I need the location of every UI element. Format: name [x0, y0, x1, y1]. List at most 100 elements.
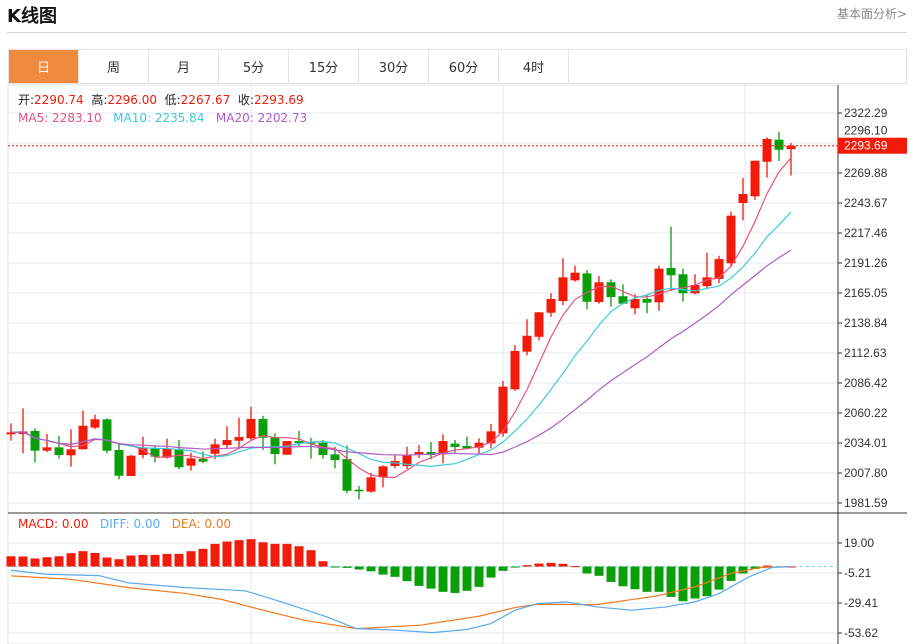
macd-bar — [462, 566, 472, 591]
candle-body — [18, 431, 28, 434]
macd-bar — [474, 566, 484, 587]
macd-bar — [702, 566, 712, 597]
candle-body — [378, 466, 388, 478]
candle-body — [630, 299, 640, 309]
candle — [762, 137, 772, 178]
tab-0[interactable]: 日 — [9, 50, 79, 83]
candle-body — [174, 448, 184, 468]
candle-body — [606, 282, 616, 298]
macd-bar — [6, 556, 16, 567]
candle-body — [66, 449, 76, 456]
diff-line — [10, 565, 792, 634]
price-tick-label: 2165.05 — [844, 286, 888, 300]
candle-body — [330, 454, 340, 461]
candle-body — [366, 477, 376, 492]
ma20-value: MA20: 2202.73 — [215, 111, 308, 125]
macd-bar — [486, 566, 496, 578]
candle-body — [642, 299, 652, 303]
macd-bar — [210, 543, 220, 567]
macd-bar — [654, 566, 664, 592]
macd-bar — [258, 542, 268, 567]
candle — [642, 294, 652, 314]
candle-body — [294, 441, 304, 444]
candle — [726, 211, 736, 268]
macd-bar — [306, 550, 316, 567]
candle-body — [486, 431, 496, 444]
candle-body — [762, 138, 772, 162]
candle — [702, 252, 712, 290]
open-label: 开: — [18, 93, 35, 107]
price-tick-label: 2034.01 — [844, 436, 888, 450]
candle-body — [618, 296, 628, 304]
last-price-label: 2293.69 — [844, 139, 888, 153]
candle-body — [522, 335, 532, 352]
dea-line — [10, 565, 792, 630]
macd-bar — [246, 539, 256, 567]
candle — [678, 268, 688, 302]
open-value: 2290.74 — [34, 93, 84, 107]
candle-body — [726, 215, 736, 264]
candle-body — [426, 452, 436, 456]
macd-bar — [594, 566, 604, 576]
candle-body — [594, 282, 604, 302]
candle-body — [150, 448, 160, 457]
candle-body — [786, 145, 796, 150]
ma10-value: MA10: 2235.84 — [113, 111, 205, 125]
macd-value: MACD: 0.00 — [18, 517, 89, 531]
macd-bar — [558, 563, 568, 567]
candle-body — [138, 447, 148, 456]
macd-bar — [18, 556, 28, 567]
macd-bar — [90, 552, 100, 567]
price-tick-label: 2007.80 — [844, 466, 888, 480]
macd-bar — [222, 541, 232, 567]
price-tick-label: 2243.67 — [844, 196, 888, 210]
candle — [246, 406, 256, 441]
candle-body — [186, 458, 196, 466]
candle — [402, 446, 412, 469]
macd-tick-label: 19.00 — [844, 536, 874, 550]
candle-body — [354, 489, 364, 492]
tab-6[interactable]: 60分 — [429, 50, 499, 83]
macd-bar — [690, 566, 700, 599]
candle — [198, 451, 208, 464]
candle — [102, 418, 112, 454]
candle-body — [318, 442, 328, 456]
low-label: 低: — [164, 93, 181, 107]
candle — [462, 436, 472, 450]
candle — [498, 380, 508, 437]
tab-1[interactable]: 周 — [79, 50, 149, 83]
candle — [414, 445, 424, 459]
tab-4[interactable]: 15分 — [289, 50, 359, 83]
candle-body — [90, 419, 100, 428]
ma10-line — [10, 211, 792, 467]
tab-3[interactable]: 5分 — [219, 50, 289, 83]
candle — [510, 345, 520, 391]
price-tick-label: 1981.59 — [844, 496, 888, 510]
macd-bar — [330, 566, 340, 568]
tab-2[interactable]: 月 — [149, 50, 219, 83]
macd-bar — [738, 566, 748, 574]
candle-body — [438, 441, 448, 455]
fundamental-analysis-link[interactable]: 基本面分析> — [836, 7, 907, 21]
macd-bar — [606, 566, 616, 582]
tab-5[interactable]: 30分 — [359, 50, 429, 83]
candle — [282, 441, 292, 455]
macd-bar — [390, 566, 400, 577]
macd-bar — [54, 556, 64, 567]
candle — [426, 441, 436, 460]
dea-value: DEA: 0.00 — [171, 517, 232, 531]
macd-bar — [570, 566, 580, 568]
candle — [258, 415, 268, 450]
macd-bar — [354, 566, 364, 570]
price-tick-label: 2217.46 — [844, 226, 888, 240]
candle-body — [510, 350, 520, 390]
candle-body — [558, 277, 568, 302]
candle-body — [570, 272, 580, 281]
tab-7[interactable]: 4时 — [499, 50, 569, 83]
candle-body — [6, 432, 16, 435]
candle-body — [666, 267, 676, 276]
macd-bar — [642, 566, 652, 592]
macd-bar — [198, 548, 208, 567]
price-tick-label: 2322.29 — [844, 106, 888, 120]
